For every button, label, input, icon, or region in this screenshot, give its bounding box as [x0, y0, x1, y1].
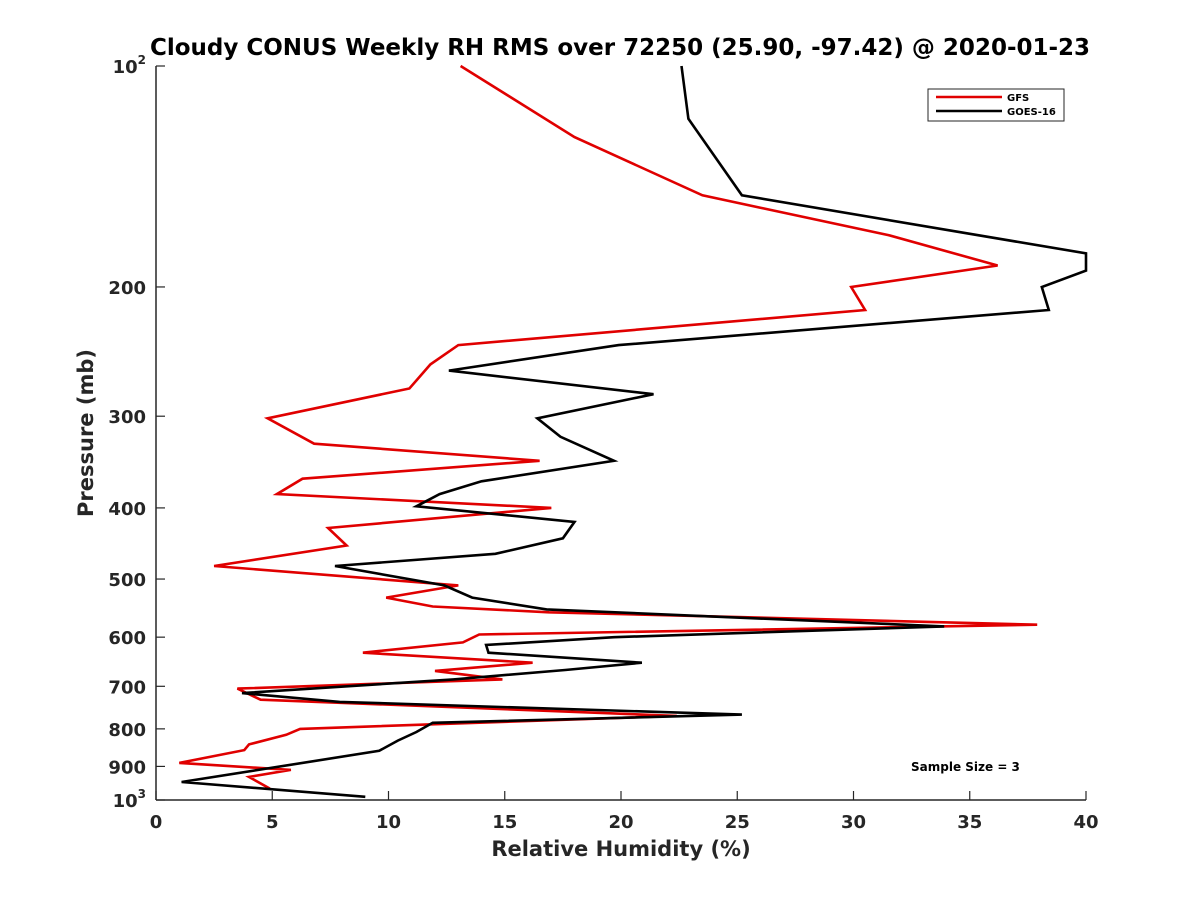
sample-size-annotation: Sample Size = 3	[911, 760, 1020, 774]
y-tick-label: 102	[113, 53, 146, 78]
chart-title: Cloudy CONUS Weekly RH RMS over 72250 (2…	[150, 35, 1090, 61]
y-tick-label: 500	[108, 570, 146, 591]
y-tick-label: 200	[108, 278, 146, 299]
y-tick-label: 600	[108, 628, 146, 649]
x-tick-label: 10	[376, 812, 401, 833]
x-tick-label: 20	[608, 812, 633, 833]
x-axis-label: Relative Humidity (%)	[491, 837, 750, 861]
x-tick-label: 25	[725, 812, 750, 833]
legend-label-gfs: GFS	[1007, 93, 1029, 104]
legend: GFS GOES-16	[927, 88, 1065, 122]
x-ticks: 0 5 10 15 20 25 30 35 40	[150, 791, 1099, 833]
y-axis-label: Pressure (mb)	[74, 349, 98, 517]
x-tick-label: 5	[266, 812, 279, 833]
series-line-gfs	[179, 64, 1038, 790]
series-line-goes16	[181, 65, 1088, 799]
y-tick-label: 400	[108, 499, 146, 520]
y-tick-label: 300	[108, 407, 146, 428]
x-tick-label: 0	[150, 812, 163, 833]
x-tick-label: 40	[1073, 812, 1098, 833]
legend-box	[927, 88, 1065, 122]
series-layer	[179, 64, 1088, 799]
x-tick-label: 15	[492, 812, 517, 833]
y-ticks: 102 200 300 400 500 600 700 800 900 103	[108, 53, 165, 812]
y-tick-label: 800	[108, 720, 146, 741]
legend-label-goes16: GOES-16	[1007, 107, 1056, 118]
y-tick-label: 900	[108, 757, 146, 778]
x-tick-label: 35	[957, 812, 982, 833]
y-tick-label: 103	[113, 787, 146, 812]
x-tick-label: 30	[841, 812, 866, 833]
y-tick-label: 700	[108, 677, 146, 698]
